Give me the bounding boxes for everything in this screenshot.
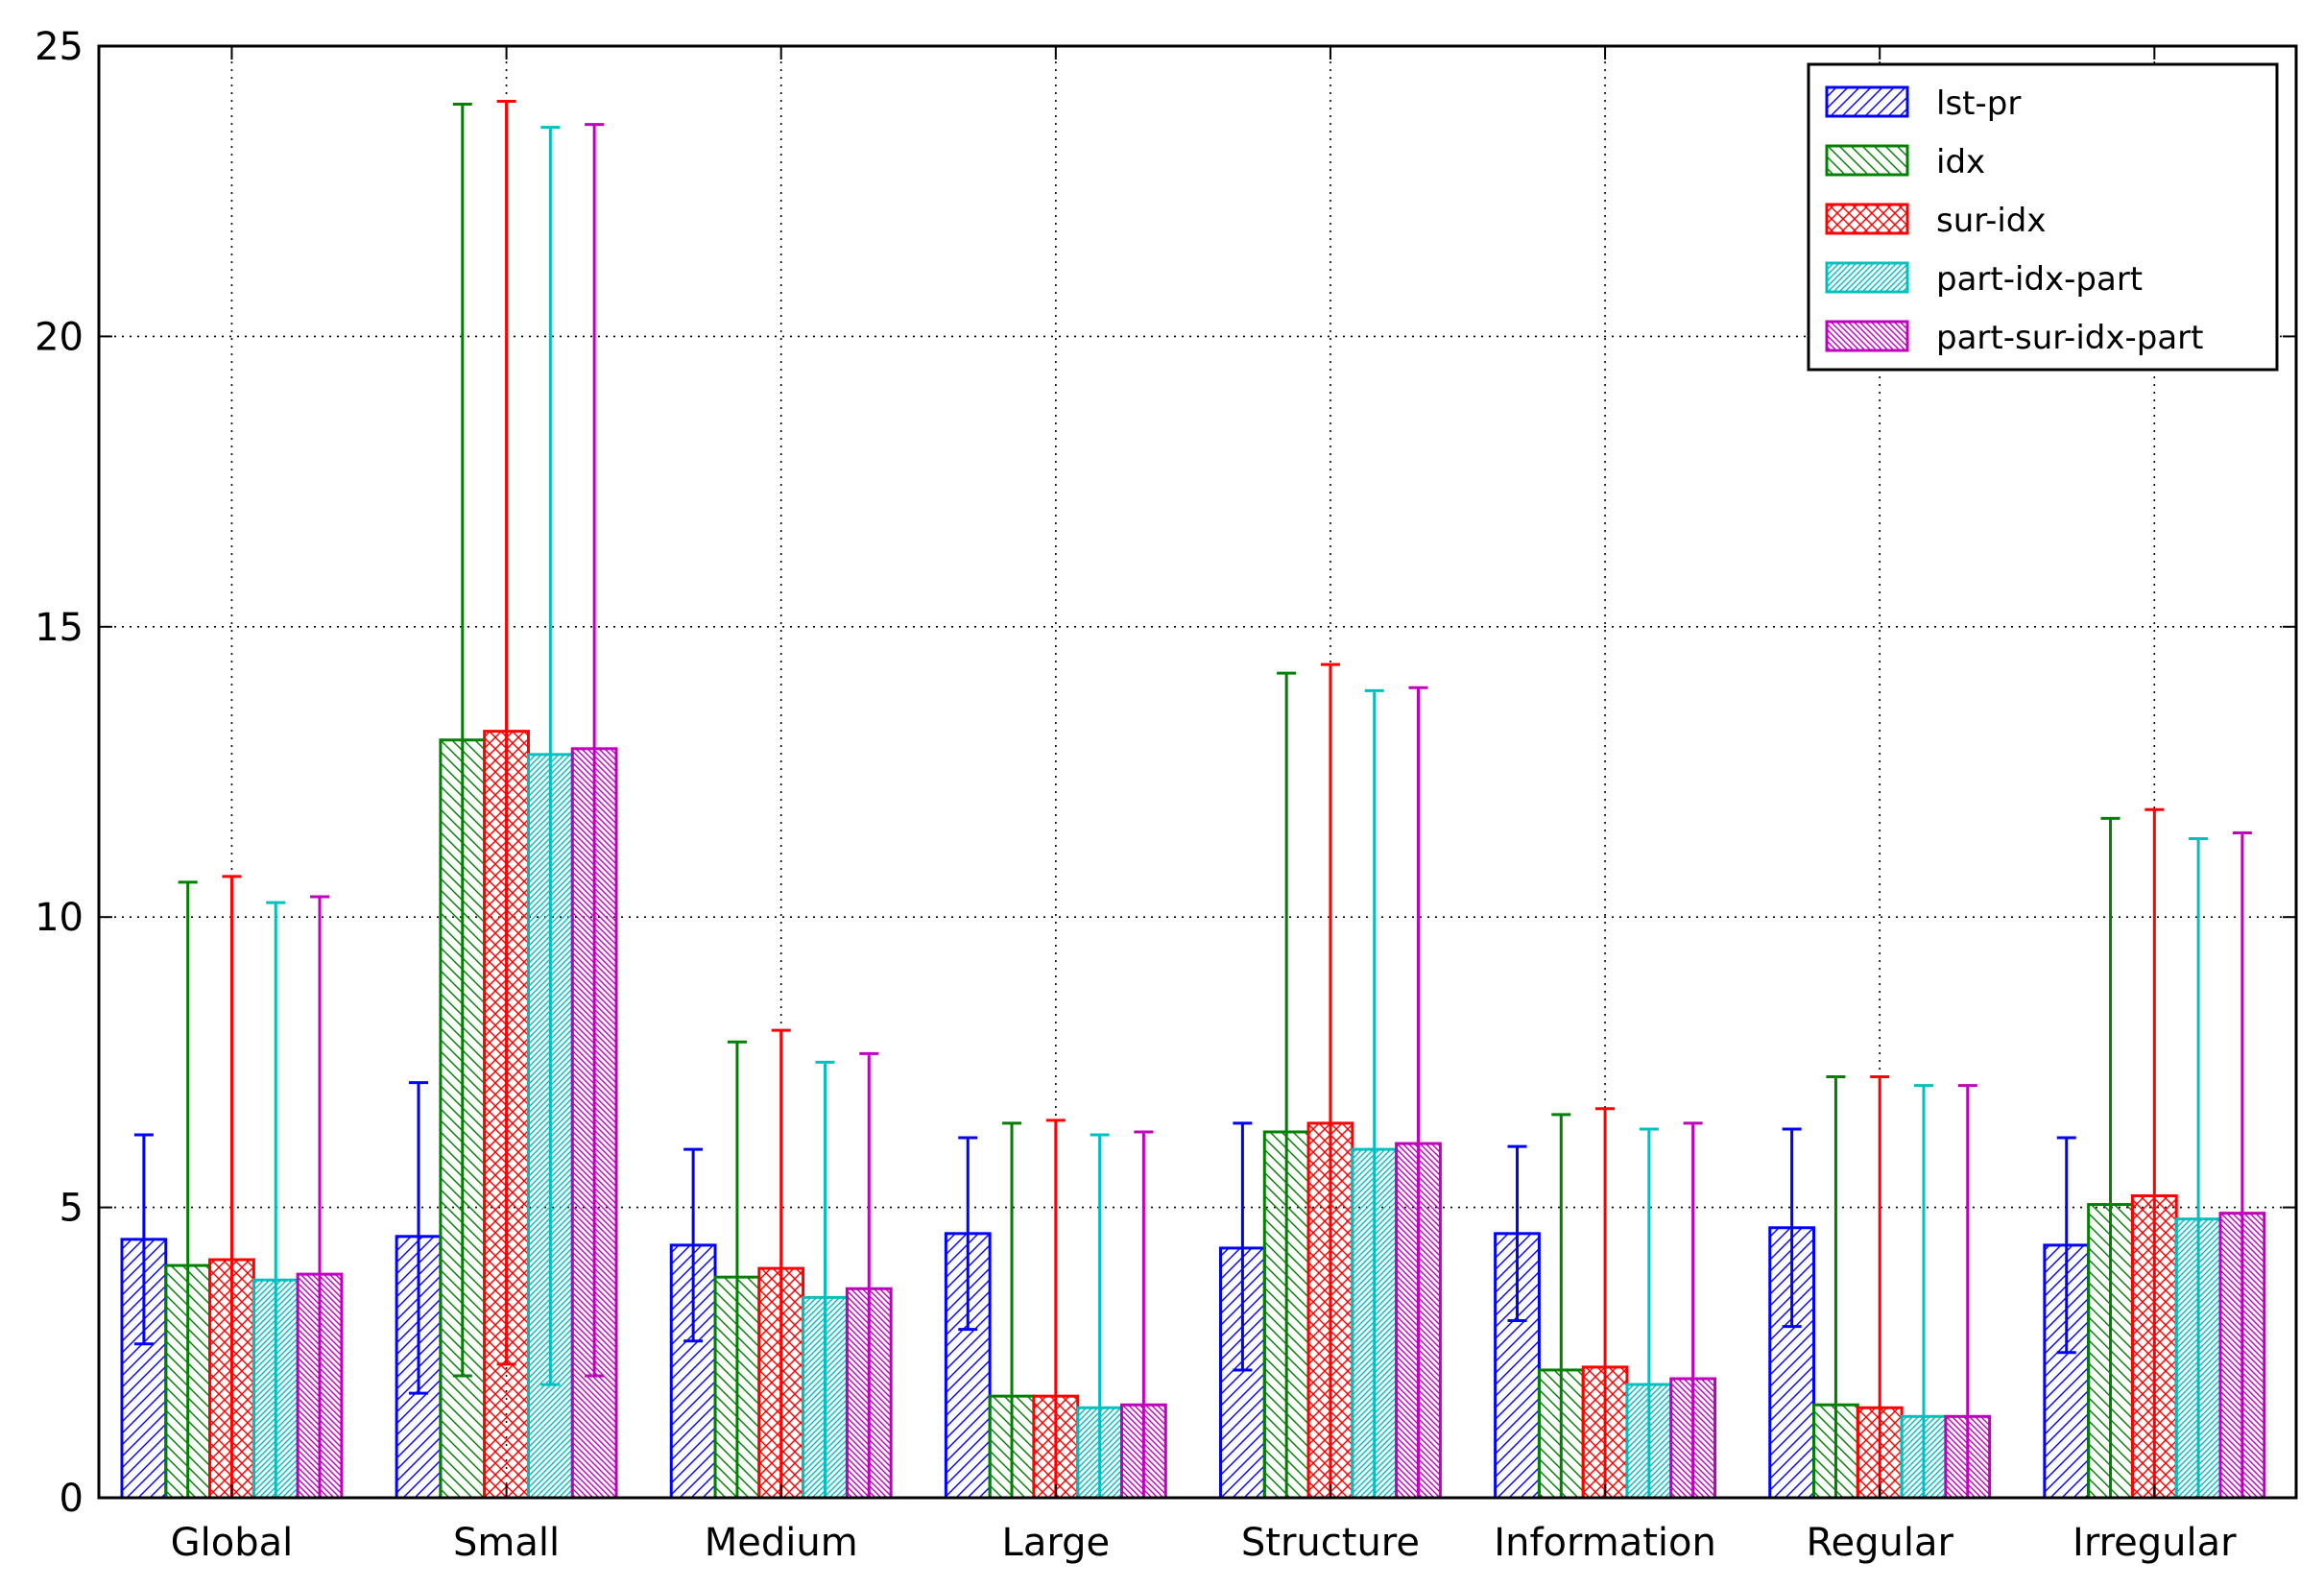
legend-label: idx <box>1936 143 1985 181</box>
legend-swatch <box>1825 320 1909 352</box>
y-tick-label: 20 <box>35 315 84 359</box>
y-tick-label: 0 <box>60 1477 84 1521</box>
legend-label: lst-pr <box>1936 84 2021 123</box>
legend-label: sur-idx <box>1936 202 2046 240</box>
bars-layer <box>120 730 2266 1500</box>
x-tick-label: Structure <box>1241 1521 1420 1565</box>
legend-swatch <box>1825 203 1909 235</box>
legend: lst-pr idx sur-idx part-idx-part part-sur-id… <box>1807 62 2279 372</box>
grid-lines <box>99 46 2296 1498</box>
x-tick-label: Regular <box>1806 1521 1953 1565</box>
x-tick-label: Medium <box>705 1521 858 1565</box>
plot-frame <box>97 44 2298 1500</box>
x-tick-label: Large <box>1002 1521 1111 1565</box>
legend-swatch <box>1825 261 1909 294</box>
y-tick-label: 15 <box>35 606 84 650</box>
x-tick-label: Irregular <box>2072 1521 2237 1565</box>
x-tick-label: Small <box>453 1521 560 1565</box>
legend-label: part-idx-part <box>1936 260 2143 299</box>
y-tick-label: 25 <box>35 25 84 69</box>
x-tick-label: Global <box>171 1521 294 1565</box>
legend-swatch <box>1825 85 1909 118</box>
x-tick-label: Information <box>1494 1521 1716 1565</box>
legend-swatch <box>1825 144 1909 177</box>
y-tick-label: 5 <box>60 1187 84 1231</box>
y-tick-label: 10 <box>35 896 84 940</box>
axes-layer: 0 5 10 15 20 25 Global Small Medium Large Structur… <box>35 25 2296 1565</box>
legend-label: part-sur-idx-part <box>1936 319 2203 357</box>
error-bars-layer <box>133 99 2252 1498</box>
